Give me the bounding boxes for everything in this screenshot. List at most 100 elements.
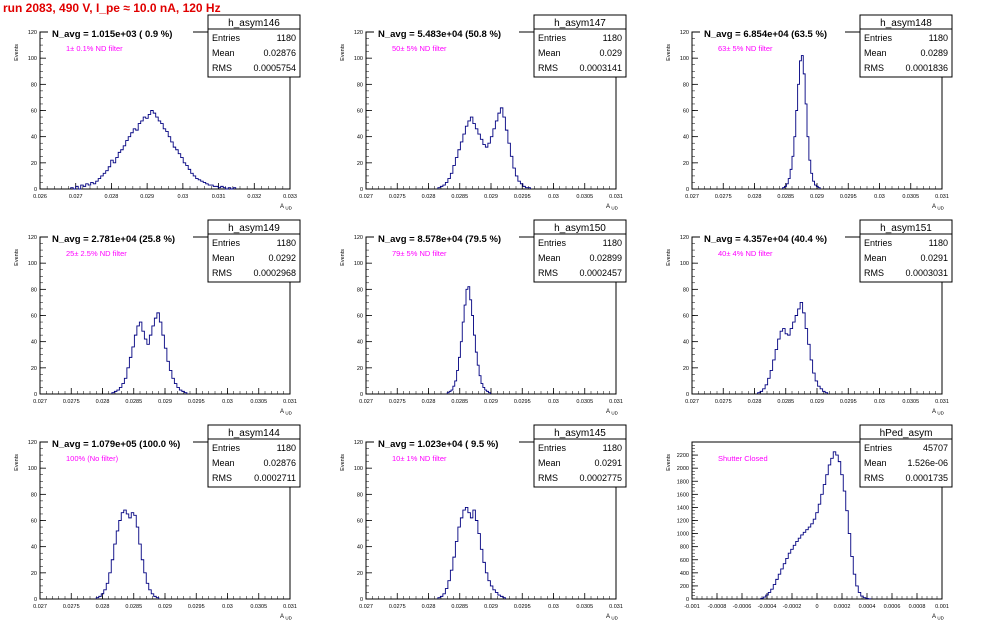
x-axis-label: A UD: [280, 204, 293, 211]
y-tick-label: 0: [360, 597, 363, 603]
x-tick-label: 0.0305: [576, 604, 593, 610]
y-tick-label: 20: [357, 161, 363, 167]
histogram-line: [782, 55, 821, 189]
y-tick-label: 80: [683, 287, 689, 293]
x-tick-label: 0.0295: [840, 399, 857, 405]
y-tick-label: 120: [680, 30, 689, 36]
x-tick-label: 0.029: [140, 194, 154, 200]
stats-name: hPed_asym: [880, 428, 933, 439]
histogram-title: N_avg = 2.781e+04 (25.8 %): [52, 234, 175, 245]
stats-value: 0.0002775: [579, 473, 622, 483]
x-tick-label: 0.001: [935, 604, 949, 610]
x-axis-label: A UD: [606, 409, 619, 416]
y-tick-label: 20: [683, 366, 689, 372]
y-tick-label: 1800: [677, 479, 689, 485]
x-tick-label: 0.027: [359, 399, 373, 405]
x-tick-label: -0.0006: [733, 604, 752, 610]
stats-name: h_asym147: [554, 18, 606, 29]
x-tick-label: 0.03: [548, 399, 559, 405]
y-tick-label: 100: [28, 466, 37, 472]
x-tick-label: 0.0008: [909, 604, 926, 610]
y-tick-label: 40: [31, 545, 37, 551]
y-tick-label: 40: [31, 340, 37, 346]
main-title: run 2083, 490 V, I_pe ≈ 10.0 nA, 120 Hz: [3, 1, 221, 15]
stats-key: RMS: [864, 63, 884, 73]
y-tick-label: 80: [357, 492, 363, 498]
y-tick-label: 0: [34, 187, 37, 193]
stats-value: 0.0291: [920, 253, 948, 263]
x-tick-label: 0.031: [609, 194, 623, 200]
y-axis-label: Events: [666, 44, 672, 61]
x-tick-label: 0.0275: [715, 194, 732, 200]
x-axis-label: A UD: [606, 614, 619, 621]
x-tick-label: 0.027: [359, 194, 373, 200]
y-tick-label: 0: [360, 187, 363, 193]
y-tick-label: 100: [28, 56, 37, 62]
y-tick-label: 800: [680, 545, 689, 551]
x-axis-label: A UD: [932, 204, 945, 211]
x-tick-label: 0.031: [609, 399, 623, 405]
stats-value: 0.0002457: [579, 268, 622, 278]
filter-annotation: 50± 5% ND filter: [392, 44, 447, 53]
histogram-title: N_avg = 6.854e+04 (63.5 %): [704, 29, 827, 40]
stats-name: h_asym144: [228, 428, 280, 439]
x-tick-label: 0.0275: [63, 604, 80, 610]
stats-value: 1180: [277, 33, 296, 43]
stats-key: Entries: [864, 443, 893, 453]
stats-value: 0.0005754: [253, 63, 296, 73]
stats-value: 1180: [277, 443, 296, 453]
stats-key: RMS: [212, 473, 232, 483]
histogram-panel-h_asym144: 0 20 40 60 80 100 120 0.027 0.0275 0.028 0.0285 0.0…: [14, 424, 301, 621]
x-tick-label: 0.031: [935, 194, 949, 200]
y-tick-label: 60: [683, 314, 689, 320]
x-tick-label: 0.031: [283, 399, 297, 405]
stats-box: [859, 219, 953, 283]
x-tick-label: 0.031: [609, 604, 623, 610]
y-tick-label: 120: [354, 235, 363, 241]
stats-value: 0.0003031: [905, 268, 948, 278]
stats-value: 0.0001836: [905, 63, 948, 73]
y-tick-label: 120: [28, 235, 37, 241]
y-tick-label: 80: [683, 82, 689, 88]
y-tick-label: 1000: [677, 532, 689, 538]
stats-key: Entries: [212, 443, 241, 453]
y-axis-label: Events: [14, 249, 20, 266]
y-tick-label: 80: [31, 287, 37, 293]
y-tick-label: 80: [357, 287, 363, 293]
y-tick-label: 0: [34, 392, 37, 398]
stats-box: [207, 219, 301, 283]
histogram-title: N_avg = 5.483e+04 (50.8 %): [378, 29, 501, 40]
stats-key: Mean: [864, 253, 887, 263]
stats-key: Mean: [538, 253, 561, 263]
x-tick-label: 0.0295: [188, 604, 205, 610]
stats-value: 0.0002711: [254, 473, 296, 483]
x-tick-label: 0.027: [33, 604, 47, 610]
stats-value: 0.0003141: [579, 63, 622, 73]
stats-value: 0.02876: [263, 48, 296, 58]
histogram-title: N_avg = 1.015e+03 ( 0.9 %): [52, 29, 172, 40]
y-tick-label: 60: [31, 109, 37, 115]
histogram-line: [437, 506, 506, 599]
x-tick-label: 0.0305: [902, 399, 919, 405]
stats-box: [533, 219, 627, 283]
stats-value: 1180: [603, 238, 622, 248]
y-axis-label: Events: [666, 454, 672, 471]
filter-annotation: 10± 1% ND filter: [392, 454, 447, 463]
x-tick-label: 0.0305: [576, 194, 593, 200]
x-tick-label: 0.026: [33, 194, 47, 200]
title-background: [48, 232, 193, 245]
stats-key: RMS: [864, 473, 884, 483]
stats-key: Mean: [538, 458, 561, 468]
histogram-line: [95, 509, 160, 599]
stats-key: Mean: [538, 48, 561, 58]
stats-key: Entries: [212, 33, 241, 43]
x-tick-label: 0.0002: [834, 604, 851, 610]
stats-box: [533, 14, 627, 78]
y-tick-label: 0: [686, 187, 689, 193]
x-tick-label: 0.03: [874, 194, 885, 200]
histogram-title: N_avg = 1.023e+04 ( 9.5 %): [378, 439, 498, 450]
title-background: [48, 437, 193, 450]
x-tick-label: 0.029: [484, 604, 498, 610]
y-axis-label: Events: [340, 454, 346, 471]
